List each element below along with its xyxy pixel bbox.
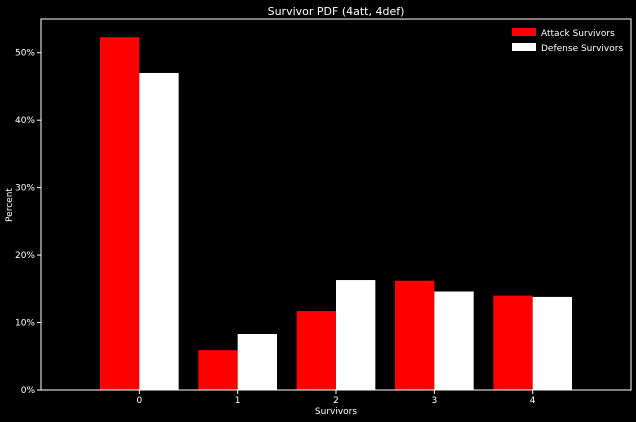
y-axis-label: Percent <box>5 188 15 222</box>
x-tick-label: 0 <box>136 396 142 406</box>
y-tick-label: 20% <box>15 251 35 261</box>
bar-attack-2 <box>296 311 336 390</box>
legend-swatch-defense <box>512 43 536 51</box>
bar-defense-2 <box>336 280 376 390</box>
x-axis-label: Survivors <box>315 407 357 417</box>
bar-attack-1 <box>198 350 238 390</box>
bar-defense-4 <box>532 296 572 390</box>
x-tick-label: 4 <box>530 396 536 406</box>
chart-title: Survivor PDF (4att, 4def) <box>268 5 405 18</box>
bar-defense-3 <box>434 291 474 390</box>
bar-defense-0 <box>139 72 179 391</box>
x-tick-label: 2 <box>333 396 339 406</box>
legend-label-attack: Attack Survivors <box>541 29 615 39</box>
x-tick-label: 3 <box>431 396 437 406</box>
y-tick-label: 40% <box>15 116 35 126</box>
y-tick-label: 30% <box>15 184 35 194</box>
y-axis: 0% 10% 20% 30% 40% 50% <box>15 49 41 396</box>
y-tick-label: 50% <box>15 49 35 59</box>
legend: Attack Survivors Defense Survivors <box>512 28 623 54</box>
y-tick-label: 0% <box>21 386 36 396</box>
bar-attack-4 <box>493 295 533 390</box>
x-tick-label: 1 <box>235 396 241 406</box>
bar-attack-0 <box>100 37 140 390</box>
legend-label-defense: Defense Survivors <box>541 44 623 54</box>
bar-defense-1 <box>237 334 277 390</box>
y-tick-label: 10% <box>15 319 35 329</box>
x-axis: 0 1 2 3 4 <box>136 390 536 406</box>
bar-attack-3 <box>395 280 435 390</box>
plot-area <box>100 37 572 391</box>
legend-swatch-attack <box>512 28 536 36</box>
